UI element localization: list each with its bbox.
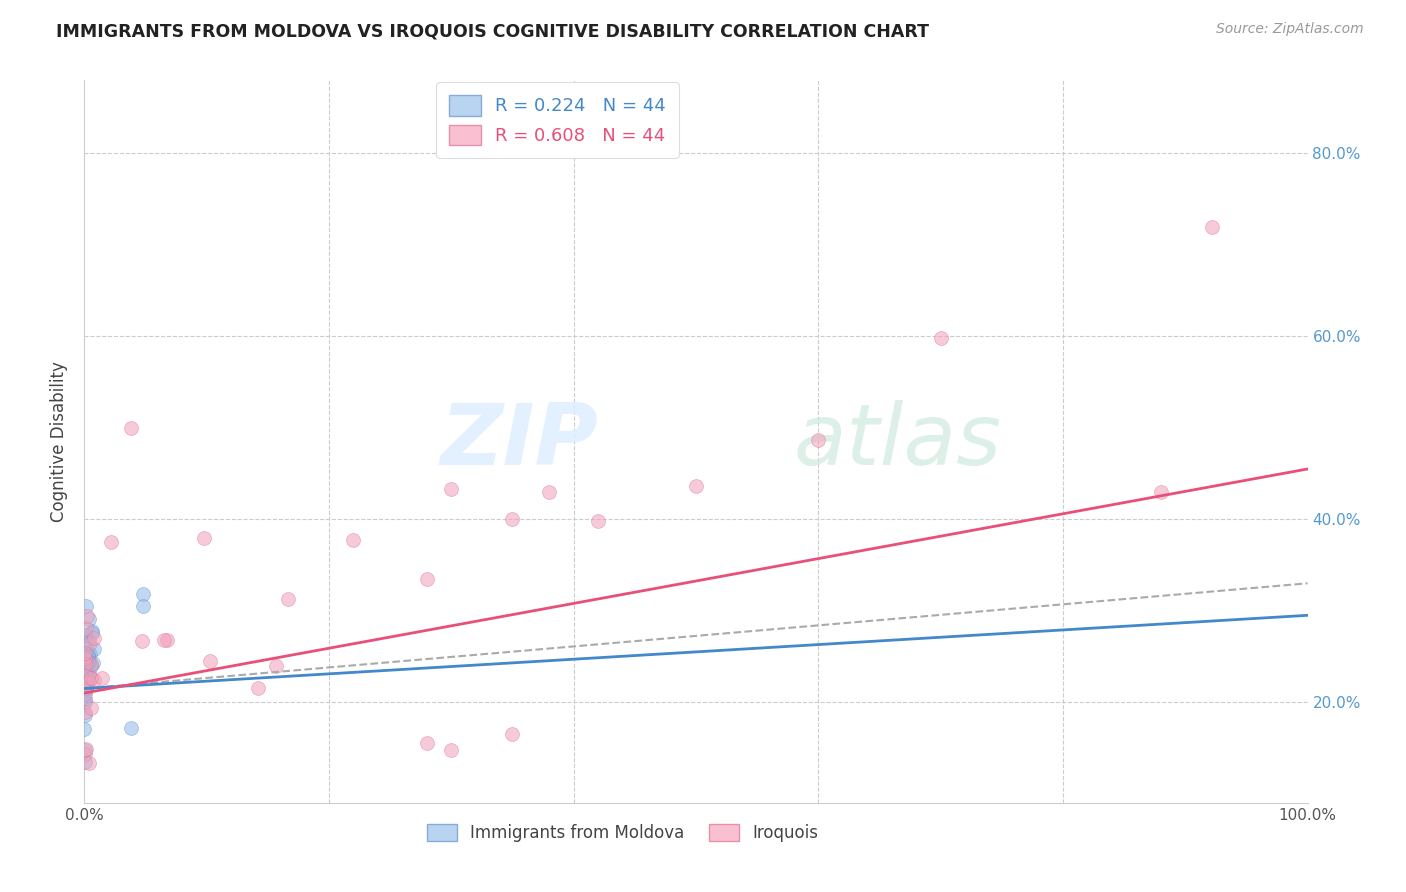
Point	[538, 485, 561, 500]
Point	[73, 669, 96, 683]
Text: ZIP: ZIP	[440, 400, 598, 483]
Point	[120, 421, 142, 435]
Point	[75, 742, 97, 756]
Point	[440, 483, 463, 497]
Point	[80, 671, 103, 685]
Point	[75, 676, 97, 690]
Point	[132, 599, 155, 614]
Text: atlas: atlas	[794, 400, 1002, 483]
Point	[76, 680, 98, 694]
Point	[131, 634, 153, 648]
Point	[73, 665, 96, 679]
Point	[75, 681, 97, 695]
Point	[198, 654, 221, 668]
Point	[73, 669, 96, 683]
Point	[76, 635, 98, 649]
Point	[277, 591, 299, 606]
Point	[77, 756, 100, 771]
Point	[416, 736, 439, 750]
Point	[73, 747, 96, 761]
Point	[77, 649, 100, 664]
Legend: Immigrants from Moldova, Iroquois: Immigrants from Moldova, Iroquois	[420, 817, 825, 848]
Point	[79, 657, 101, 672]
Point	[83, 673, 105, 688]
Point	[76, 658, 98, 673]
Point	[75, 707, 97, 722]
Point	[73, 695, 96, 709]
Point	[1201, 219, 1223, 234]
Point	[75, 691, 97, 706]
Point	[1150, 484, 1173, 499]
Point	[73, 685, 96, 699]
Point	[75, 681, 97, 695]
Point	[73, 687, 96, 701]
Point	[120, 721, 142, 735]
Point	[80, 624, 103, 639]
Point	[75, 621, 97, 635]
Point	[264, 658, 287, 673]
Point	[75, 743, 97, 757]
Point	[440, 743, 463, 757]
Point	[73, 636, 96, 650]
Point	[75, 651, 97, 665]
Point	[73, 647, 96, 661]
Point	[75, 599, 97, 614]
Point	[342, 533, 364, 547]
Point	[76, 654, 98, 668]
Text: Source: ZipAtlas.com: Source: ZipAtlas.com	[1216, 22, 1364, 37]
Point	[685, 479, 707, 493]
Point	[586, 514, 609, 528]
Point	[929, 331, 952, 345]
Point	[77, 648, 100, 662]
Point	[73, 755, 96, 769]
Point	[75, 679, 97, 693]
Point	[100, 535, 122, 549]
Y-axis label: Cognitive Disability: Cognitive Disability	[51, 361, 69, 522]
Point	[79, 647, 101, 661]
Point	[75, 705, 97, 719]
Point	[76, 609, 98, 624]
Point	[80, 659, 103, 673]
Point	[82, 656, 104, 670]
Point	[77, 612, 100, 626]
Point	[75, 673, 97, 688]
Point	[90, 671, 112, 685]
Point	[75, 647, 97, 661]
Point	[502, 512, 524, 526]
Point	[76, 674, 98, 689]
Point	[246, 681, 269, 696]
Point	[83, 642, 105, 657]
Point	[79, 635, 101, 649]
Point	[75, 679, 97, 693]
Point	[153, 633, 176, 648]
Point	[75, 627, 97, 641]
Point	[416, 572, 439, 586]
Point	[75, 678, 97, 692]
Point	[502, 727, 524, 741]
Point	[193, 531, 215, 545]
Point	[132, 587, 155, 601]
Point	[80, 626, 103, 640]
Point	[807, 433, 830, 447]
Point	[156, 632, 179, 647]
Point	[73, 657, 96, 672]
Point	[83, 631, 105, 645]
Point	[80, 701, 103, 715]
Point	[75, 681, 97, 696]
Point	[75, 675, 97, 690]
Point	[73, 667, 96, 681]
Point	[76, 673, 98, 687]
Point	[73, 722, 96, 736]
Point	[76, 679, 98, 693]
Point	[77, 666, 100, 681]
Point	[73, 651, 96, 665]
Point	[77, 669, 100, 683]
Text: IMMIGRANTS FROM MOLDOVA VS IROQUOIS COGNITIVE DISABILITY CORRELATION CHART: IMMIGRANTS FROM MOLDOVA VS IROQUOIS COGN…	[56, 22, 929, 40]
Point	[79, 655, 101, 669]
